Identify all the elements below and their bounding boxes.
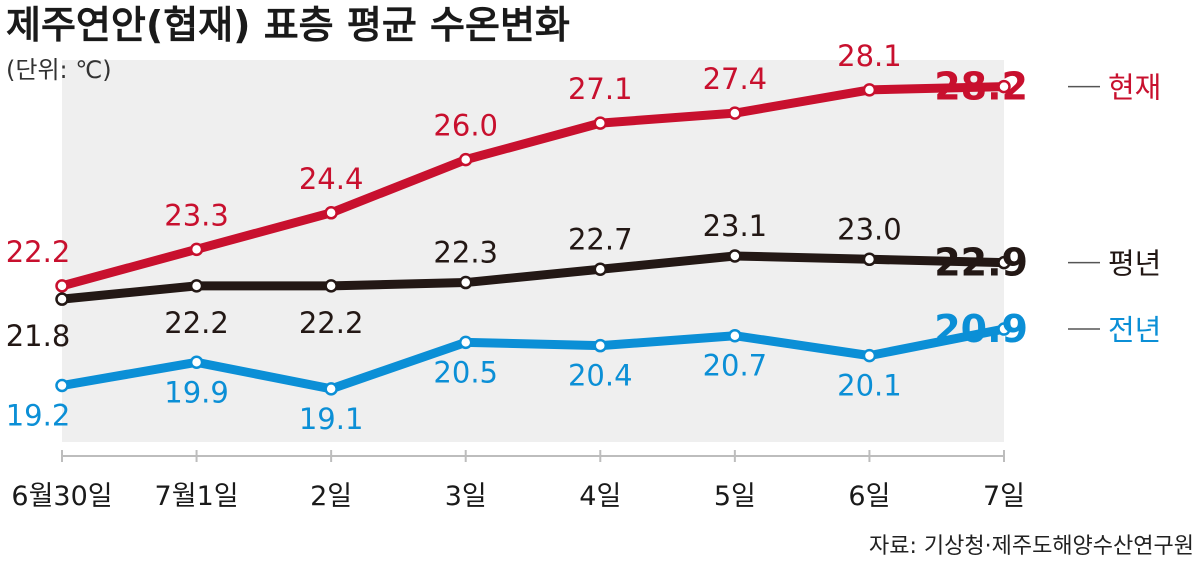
x-tick-label: 2일 (310, 481, 352, 512)
x-tick-label: 5일 (714, 481, 756, 512)
data-point (997, 79, 1011, 94)
data-point (189, 279, 204, 293)
data-point (55, 279, 69, 293)
data-point (862, 252, 877, 267)
data-label: 20.7 (703, 349, 768, 383)
data-point (728, 106, 742, 120)
data-point (862, 83, 877, 97)
x-tick-label: 6일 (848, 481, 890, 512)
data-point (55, 292, 69, 306)
x-tick-label: 4일 (579, 481, 621, 512)
unit-label: (단위: ℃) (6, 56, 112, 84)
data-point (593, 262, 608, 277)
data-label: 20.1 (837, 369, 902, 403)
data-point (728, 249, 742, 263)
x-axis: 6월30일 7월1일 2일 3일 4일 5일 6일 7일 (11, 450, 1025, 512)
end-value-label: 22.9 (934, 241, 1028, 285)
x-tick-label: 7일 (983, 481, 1025, 512)
data-point (324, 382, 338, 396)
data-point (593, 338, 608, 353)
legend-label: 현재 (1108, 71, 1161, 105)
data-labels: 22.2 23.3 24.4 26.0 27.1 27.4 28.1 28.2 21.8 22.2… (6, 39, 1028, 436)
data-label: 26.0 (433, 109, 498, 143)
series-line (57, 82, 1009, 291)
data-label: 23.3 (164, 198, 229, 232)
data-label: 22.3 (433, 236, 498, 270)
data-point (997, 322, 1011, 336)
series-group (55, 79, 1011, 396)
x-tick-label: 3일 (445, 481, 487, 512)
data-label: 22.2 (6, 235, 71, 269)
data-label: 20.5 (433, 355, 498, 389)
series-line (57, 251, 1009, 304)
data-label: 23.0 (837, 212, 902, 246)
chart-title: 제주연안(협재) 표층 평균 수온변화 (6, 3, 570, 47)
data-point (324, 279, 338, 293)
data-label: 23.1 (703, 209, 768, 243)
data-point (862, 348, 877, 363)
data-label: 24.4 (299, 162, 364, 196)
end-value-label: 28.2 (934, 65, 1028, 109)
series-line (57, 324, 1009, 394)
data-label: 22.2 (299, 306, 364, 340)
data-label: 22.7 (568, 222, 633, 256)
legend-label: 전년 (1108, 313, 1161, 347)
data-point (728, 328, 742, 343)
data-label: 28.1 (837, 39, 902, 73)
data-point (593, 116, 608, 130)
data-point (189, 355, 204, 370)
data-label: 19.2 (6, 399, 71, 433)
end-value-label: 20.9 (934, 307, 1028, 351)
data-label: 21.8 (6, 319, 71, 353)
data-point (55, 378, 69, 393)
x-tick-label: 6월30일 (11, 481, 112, 512)
data-label: 19.9 (164, 375, 229, 409)
data-label: 22.2 (164, 306, 229, 340)
x-tick-label: 7월1일 (155, 481, 239, 512)
data-point (997, 255, 1011, 270)
data-label: 20.4 (568, 359, 633, 393)
data-point (458, 335, 473, 350)
data-label: 27.1 (568, 72, 633, 106)
plot-background (62, 60, 1004, 442)
source-text: 자료: 기상청·제주도해양수산연구원 (869, 534, 1194, 559)
data-label: 19.1 (299, 402, 364, 436)
data-label: 27.4 (703, 62, 768, 96)
data-point (458, 152, 473, 167)
data-point (324, 206, 338, 220)
legend-label: 평년 (1108, 247, 1161, 281)
data-point (458, 275, 473, 290)
data-point (189, 242, 204, 257)
